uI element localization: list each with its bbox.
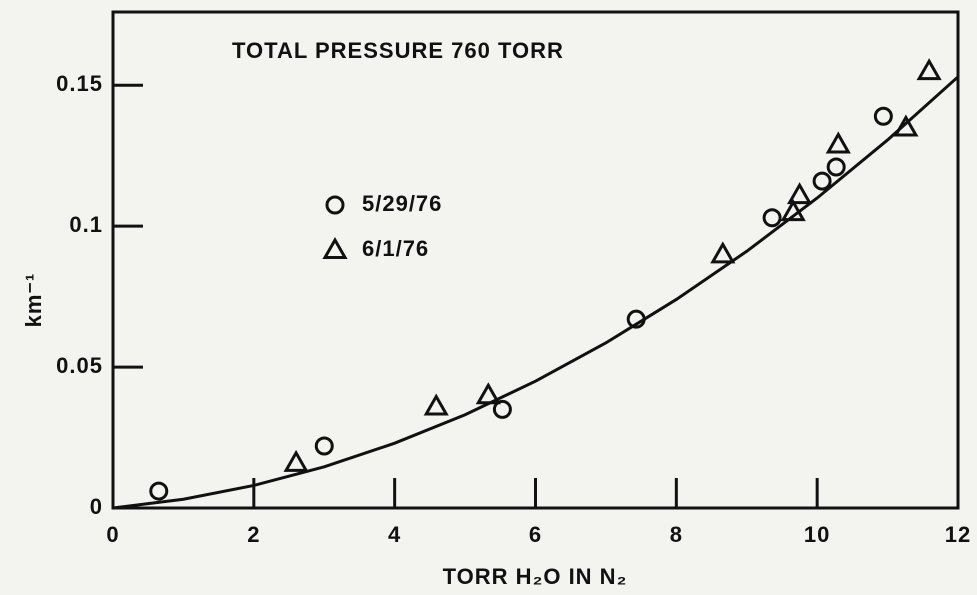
fit-curve [112,75,960,510]
x-tick-label: 4 [388,522,401,547]
y-tick-label: 0 [90,494,103,519]
legend-label: 5/29/76 [362,191,442,216]
legend-label: 6/1/76 [362,236,429,261]
legend-marker [325,195,345,215]
point [812,171,832,191]
legend-marker [322,236,348,259]
point [283,449,309,472]
point [786,182,813,205]
point [423,393,449,416]
x-tick-label: 12 [945,522,971,547]
point [762,208,782,228]
x-axis-label: TORR H₂O IN N₂ [443,564,628,589]
point [149,481,169,501]
point [492,399,512,419]
annotation: TOTAL PRESSURE 760 TORR [232,38,564,63]
point [826,157,846,177]
point [825,131,851,154]
y-tick-label: 0.05 [56,353,103,378]
point [314,436,334,456]
point [710,241,736,264]
x-tick-label: 0 [106,522,119,547]
x-tick-label: 2 [247,522,260,547]
y-tick-label: 0.15 [56,71,103,96]
x-tick-label: 6 [529,522,542,547]
point [916,58,942,81]
x-tick-label: 10 [804,522,830,547]
x-tick-label: 8 [670,522,683,547]
y-axis-label: km⁻¹ [21,273,46,328]
y-tick-label: 0.1 [69,212,103,237]
point [873,106,893,126]
